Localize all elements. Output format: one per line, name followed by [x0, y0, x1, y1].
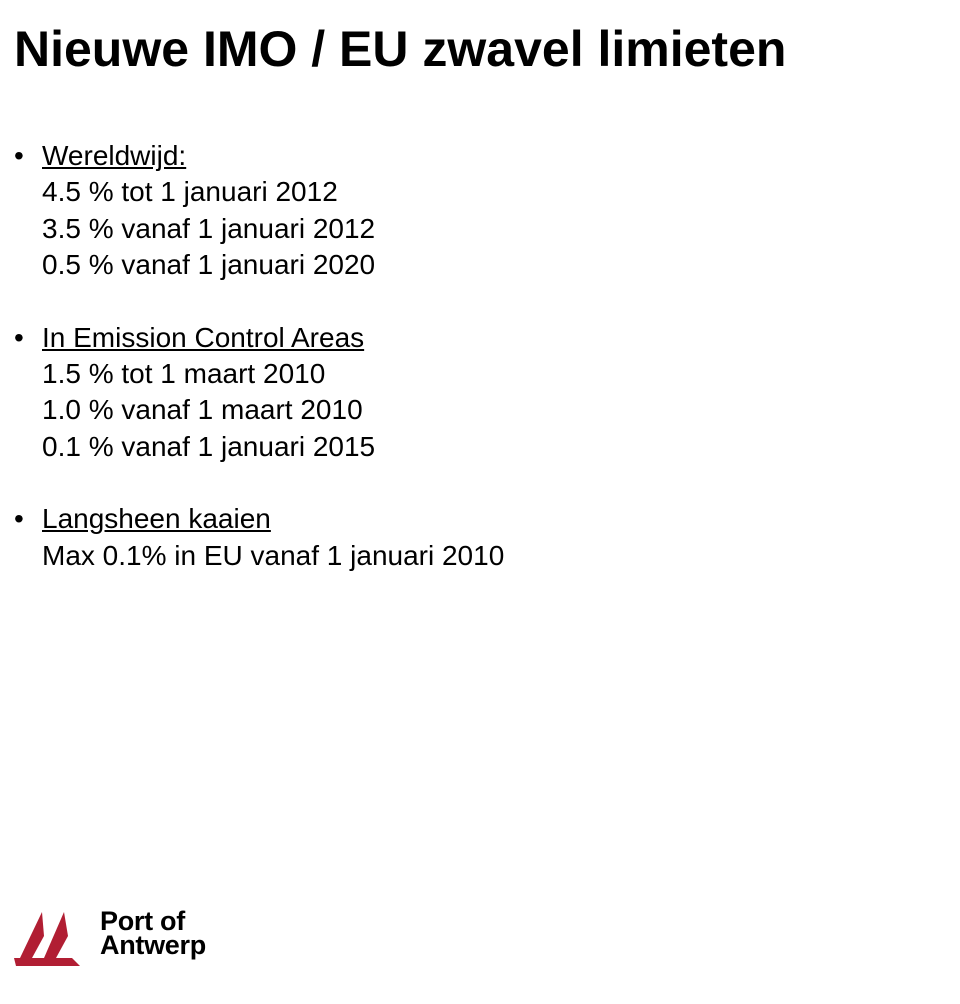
group-line: 0.5 % vanaf 1 januari 2020 — [14, 247, 960, 283]
group-line: 4.5 % tot 1 januari 2012 — [14, 174, 960, 210]
group-heading-row: In Emission Control Areas — [14, 320, 960, 356]
port-of-antwerp-logo: Port of Antwerp — [14, 902, 206, 966]
port-of-antwerp-logo-icon — [14, 902, 86, 966]
port-of-antwerp-logo-text: Port of Antwerp — [100, 909, 206, 958]
group-line: 0.1 % vanaf 1 januari 2015 — [14, 429, 960, 465]
logo-text-line2: Antwerp — [100, 933, 206, 959]
group-langsheen-kaaien: Langsheen kaaien Max 0.1% in EU vanaf 1 … — [14, 501, 960, 574]
page-title: Nieuwe IMO / EU zwavel limieten — [14, 20, 960, 78]
group-heading-row: Wereldwijd: — [14, 138, 960, 174]
group-line: 1.5 % tot 1 maart 2010 — [14, 356, 960, 392]
group-heading: Wereldwijd: — [42, 138, 186, 174]
group-heading: In Emission Control Areas — [42, 320, 364, 356]
group-line: 3.5 % vanaf 1 januari 2012 — [14, 211, 960, 247]
group-line: Max 0.1% in EU vanaf 1 januari 2010 — [14, 538, 960, 574]
group-line: 1.0 % vanaf 1 maart 2010 — [14, 392, 960, 428]
content-area: Wereldwijd: 4.5 % tot 1 januari 2012 3.5… — [14, 138, 960, 574]
group-heading-row: Langsheen kaaien — [14, 501, 960, 537]
group-wereldwijd: Wereldwijd: 4.5 % tot 1 januari 2012 3.5… — [14, 138, 960, 284]
group-heading: Langsheen kaaien — [42, 501, 271, 537]
group-emission-control-areas: In Emission Control Areas 1.5 % tot 1 ma… — [14, 320, 960, 466]
